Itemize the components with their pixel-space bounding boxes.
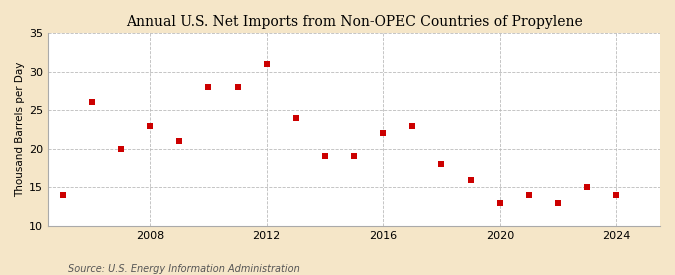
Point <box>86 100 97 104</box>
Point <box>232 85 243 89</box>
Point <box>144 123 155 128</box>
Point <box>553 200 564 205</box>
Point <box>611 193 622 197</box>
Point <box>290 116 301 120</box>
Point <box>494 200 505 205</box>
Point <box>436 162 447 166</box>
Point <box>582 185 593 189</box>
Point <box>203 85 214 89</box>
Point <box>319 154 330 159</box>
Point <box>465 177 476 182</box>
Point <box>407 123 418 128</box>
Point <box>261 62 272 66</box>
Text: Source: U.S. Energy Information Administration: Source: U.S. Energy Information Administ… <box>68 264 299 274</box>
Point <box>524 193 535 197</box>
Point <box>378 131 389 136</box>
Point <box>174 139 185 143</box>
Point <box>349 154 360 159</box>
Point <box>57 193 68 197</box>
Point <box>115 147 126 151</box>
Y-axis label: Thousand Barrels per Day: Thousand Barrels per Day <box>15 62 25 197</box>
Title: Annual U.S. Net Imports from Non-OPEC Countries of Propylene: Annual U.S. Net Imports from Non-OPEC Co… <box>126 15 583 29</box>
